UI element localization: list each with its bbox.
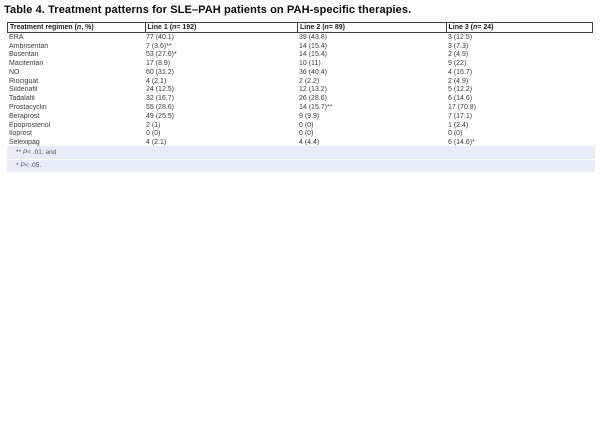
cell-line3: 3 (12.5): [448, 33, 473, 41]
column-header-treatment-regimen: Treatment regimen (n, %): [8, 23, 145, 32]
header-text: Line 2 (: [300, 24, 325, 31]
cell-line1: 55 (28.6): [146, 104, 175, 111]
row-label: NO: [9, 68, 20, 76]
header-italic-n: n: [76, 24, 82, 31]
header-text: = 89): [328, 24, 345, 31]
cell-line2: 14 (15.4): [299, 51, 328, 59]
row-label: Macitentan: [9, 60, 44, 68]
header-text: Line 3 (: [448, 24, 474, 31]
footnote-italic-p: P: [22, 148, 28, 156]
cell-line2: 14 (15.4): [299, 42, 328, 50]
column-header-line1: Line 1 (n = 192): [144, 23, 297, 32]
table-row: Riociguat 4 (2.1) 2 (2.2) 2 (4.9): [7, 77, 593, 86]
row-label: Bosentan: [9, 51, 39, 59]
cell-line1: 60 (31.2): [146, 68, 175, 76]
cell-line3: 4 (16.7): [448, 68, 473, 76]
cell-line3: 2 (4.9): [448, 77, 469, 85]
table-row: Epoprostenol 2 (1) 0 (0) 1 (2.4): [7, 121, 593, 130]
table-row: Sildenafil 24 (12.5) 12 (13.2) 5 (12.2): [7, 86, 593, 95]
cell-line2: 36 (40.4): [299, 68, 328, 76]
cell-line2: 9 (9.9): [299, 112, 320, 120]
header-italic-n: n: [324, 24, 329, 31]
cell-line3: 5 (12.2): [448, 86, 473, 94]
table-row: Beraprost 49 (25.5) 9 (9.9) 7 (17.1): [7, 112, 593, 121]
footnote-text: < .05.: [24, 162, 42, 170]
footnote-text: **: [16, 148, 23, 156]
cell-line1: 77 (40.1): [146, 33, 175, 41]
cell-line2: 12 (13.2): [299, 86, 328, 94]
cell-line1: 32 (16.7): [146, 95, 175, 103]
header-italic-n: n: [172, 24, 177, 31]
cell-line1: 7 (3.6)**: [146, 42, 172, 50]
column-header-line3: Line 3 (n = 24): [445, 23, 593, 32]
cell-line3: 9 (22): [448, 60, 467, 68]
cell-line2: 0 (0): [299, 130, 314, 138]
row-label: Iloprost: [9, 130, 32, 138]
cell-line3: 6 (14.6): [448, 95, 473, 103]
header-text: , %): [81, 24, 94, 31]
header-text: Treatment regimen (: [10, 24, 77, 31]
cell-line2: 10 (11): [299, 60, 321, 68]
footnote-text: < .01; and: [27, 148, 57, 156]
cell-line1: 17 (8.9): [146, 60, 171, 68]
footnote-text: *: [16, 162, 21, 170]
table-body: ERA 77 (40.1) 39 (43.8) 3 (12.5) Ambrise…: [7, 33, 593, 147]
cell-line1: 49 (25.5): [146, 112, 175, 120]
cell-line1: 0 (0): [146, 130, 161, 138]
cell-line3: 7 (17.1): [448, 112, 473, 120]
row-label: Prostacyclin: [9, 104, 47, 111]
table-row: Iloprost 0 (0) 0 (0) 0 (0): [7, 129, 593, 138]
cell-line3: 2 (4.9): [448, 51, 469, 59]
cell-line3: 6 (14.6)*: [448, 139, 475, 147]
table-row: Prostacyclin 55 (28.6) 14 (15.7)** 17 (7…: [7, 103, 593, 112]
footnotes-section: ** P < .01; and * P < .05.: [7, 146, 595, 173]
table-row: ERA 77 (40.1) 39 (43.8) 3 (12.5): [7, 33, 593, 42]
row-label: Riociguat: [9, 77, 39, 85]
row-label: ERA: [9, 33, 24, 41]
treatment-patterns-table: Treatment regimen (n, %) Line 1 (n = 192…: [7, 22, 593, 147]
cell-line2: 39 (43.8): [299, 33, 328, 41]
cell-line2: 2 (2.2): [299, 77, 320, 85]
table-row: Selexipag 4 (2.1) 4 (4.4) 6 (14.6)*: [7, 138, 593, 147]
table-row: Macitentan 17 (8.9) 10 (11) 9 (22): [7, 59, 593, 68]
table-row: NO 60 (31.2) 36 (40.4) 4 (16.7): [7, 68, 593, 77]
cell-line1: 24 (12.5): [146, 86, 175, 94]
cell-line1: 53 (27.6)*: [146, 51, 177, 59]
header-italic-n: n: [473, 24, 478, 31]
header-text: Line 1 (: [147, 24, 173, 31]
cell-line2: 26 (28.6): [299, 95, 328, 103]
row-label: Sildenafil: [9, 86, 38, 94]
row-label: Beraprost: [9, 112, 40, 120]
header-text: = 24): [477, 24, 494, 31]
row-label: Selexipag: [9, 139, 40, 147]
row-label: Ambrisentan: [9, 42, 49, 50]
row-label: Epoprostenol: [9, 121, 51, 129]
table-title: Table 4. Treatment patterns for SLE–PAH …: [4, 4, 412, 16]
header-text: = 192): [176, 24, 197, 31]
table-row: Tadalafil 32 (16.7) 26 (28.6) 6 (14.6): [7, 94, 593, 103]
row-label: Tadalafil: [9, 95, 35, 103]
cell-line1: 4 (2.1): [146, 77, 167, 85]
cell-line3: 3 (7.3): [448, 42, 469, 50]
cell-line2: 14 (15.7)**: [299, 104, 333, 111]
cell-line1: 2 (1): [146, 121, 161, 129]
footnote-p05: * P < .05.: [7, 159, 595, 172]
footnote-italic-p: P: [20, 162, 25, 170]
table-header-row: Treatment regimen (n, %) Line 1 (n = 192…: [7, 22, 593, 33]
table-row: Ambrisentan 7 (3.6)** 14 (15.4) 3 (7.3): [7, 42, 593, 51]
cell-line2: 0 (0): [299, 121, 314, 129]
cell-line3: 0 (0): [448, 130, 463, 138]
cell-line3: 17 (70.8): [448, 104, 477, 111]
column-header-line2: Line 2 (n = 89): [297, 23, 445, 32]
cell-line2: 4 (4.4): [299, 139, 320, 147]
footnote-p01: ** P < .01; and: [7, 146, 595, 159]
cell-line3: 1 (2.4): [448, 121, 469, 129]
cell-line1: 4 (2.1): [146, 139, 167, 147]
table-row: Bosentan 53 (27.6)* 14 (15.4) 2 (4.9): [7, 51, 593, 60]
